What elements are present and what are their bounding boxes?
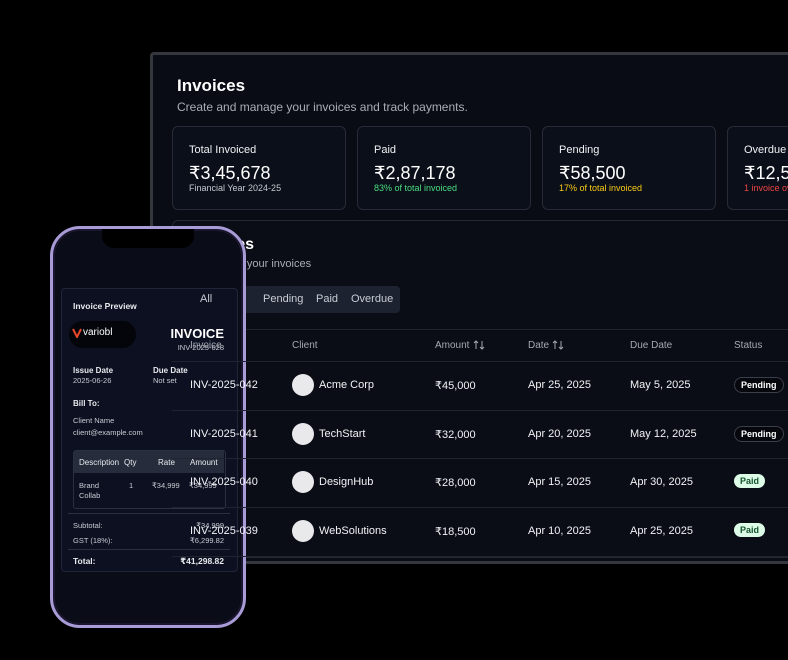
card-note: 83% of total invoiced	[374, 183, 458, 193]
date: Apr 10, 2025	[528, 525, 591, 538]
page-subtitle: Create and manage your invoices and trac…	[177, 100, 468, 114]
card-value: ₹12,50	[744, 163, 788, 183]
invoice-heading: INVOICE	[170, 326, 224, 341]
item-rate: ₹34,999	[152, 481, 180, 490]
card-label: Overdue	[744, 144, 787, 156]
client-avatar	[292, 520, 314, 543]
client-email: client@example.com	[73, 428, 143, 437]
date: Apr 15, 2025	[528, 476, 591, 489]
status-badge: Paid	[734, 523, 766, 538]
tab[interactable]: Overdue	[351, 293, 394, 305]
total-label: Total:	[73, 556, 96, 566]
tab[interactable]: All	[200, 293, 213, 305]
status-badge: Pending	[734, 425, 784, 442]
client-name: DesignHub	[319, 476, 374, 489]
client-name: WebSolutions	[319, 525, 387, 538]
invoice-id: INV-2025-040	[190, 476, 258, 489]
status-badge: Paid	[734, 474, 766, 489]
summary-card: Overdue ₹12,501 invoice ov	[727, 126, 788, 210]
line-items-table	[73, 450, 226, 509]
issue-date: 2025-06-26	[73, 376, 112, 385]
card-note: 1 invoice ov	[744, 183, 788, 193]
column-header: Amount	[435, 340, 470, 351]
divider	[172, 361, 788, 362]
item-qty: 1	[129, 481, 134, 490]
summary-card: Total Invoiced ₹3,45,678 Financial Year 20…	[172, 126, 346, 210]
card-label: Pending	[559, 144, 600, 156]
preview-title: Invoice Preview	[73, 301, 137, 311]
column-header: Status	[734, 340, 763, 351]
client-name: TechStart	[319, 427, 366, 440]
logo-pill	[69, 321, 136, 348]
gst: ₹6,299.82	[190, 536, 224, 545]
date: Apr 25, 2025	[528, 379, 591, 391]
due-date: Apr 25, 2025	[630, 525, 693, 538]
page-title: Invoices	[177, 76, 246, 95]
bill-to-label: Bill To:	[73, 399, 100, 408]
total: ₹41,298.82	[180, 556, 224, 566]
subtotal: ₹34,999	[196, 521, 224, 530]
item-description: Brand Collab	[79, 481, 101, 500]
due-date: Not set	[153, 376, 177, 385]
status-badge: Pending	[734, 377, 784, 393]
date: Apr 20, 2025	[528, 427, 591, 440]
col-description: Description	[79, 458, 120, 467]
due-date-label: Due Date	[153, 366, 188, 375]
due-date: May 5, 2025	[630, 379, 691, 391]
divider	[172, 409, 788, 411]
gst-label: GST (18%):	[73, 536, 113, 545]
logo-text: variobl	[83, 327, 113, 338]
subtotal-label: Subtotal:	[73, 521, 103, 530]
col-amount: Amount	[190, 458, 218, 467]
invoice-number: INV-2025-628	[177, 343, 224, 352]
divider	[172, 556, 788, 557]
item-amount: ₹34,999	[189, 481, 217, 490]
column-header: Invoice	[190, 340, 222, 351]
amount: ₹45,000	[435, 380, 476, 392]
card-value: ₹2,87,178	[374, 163, 456, 183]
amount: ₹32,000	[435, 428, 476, 441]
invoice-id: INV-2025-039	[190, 525, 258, 538]
card-note: Financial Year 2024-25	[189, 183, 282, 193]
client-name: Client Name	[73, 416, 115, 425]
tab[interactable]: Paid	[316, 293, 339, 305]
card-label: Paid	[374, 144, 397, 156]
divider	[68, 513, 230, 514]
col-qty: Qty	[124, 458, 137, 467]
client-avatar	[292, 471, 314, 494]
sort-icon[interactable]	[473, 339, 485, 351]
column-header: Client	[292, 340, 318, 351]
line-items-header	[74, 451, 224, 473]
sort-icon[interactable]	[552, 339, 564, 351]
col-rate: Rate	[158, 458, 175, 467]
invoice-id: INV-2025-042	[190, 379, 258, 391]
due-date: Apr 30, 2025	[630, 476, 693, 489]
divider	[172, 458, 788, 460]
due-date: May 12, 2025	[630, 427, 697, 440]
column-header: Due Date	[630, 340, 673, 351]
issue-date-label: Issue Date	[73, 366, 114, 375]
divider	[172, 507, 788, 509]
client-name: Acme Corp	[319, 379, 375, 391]
summary-card: Pending ₹58,500 17% of total invoiced	[542, 126, 716, 210]
invoice-list-panel	[172, 220, 788, 558]
amount: ₹28,000	[435, 477, 476, 490]
card-label: Total Invoiced	[189, 144, 257, 156]
tab[interactable]: Pending	[263, 293, 304, 305]
summary-card: Paid ₹2,87,178 83% of total invoiced	[357, 126, 531, 210]
card-value: ₹58,500	[559, 163, 626, 183]
client-avatar	[292, 374, 314, 396]
client-avatar	[292, 422, 314, 445]
invoice-id: INV-2025-041	[190, 427, 258, 440]
divider	[172, 329, 788, 330]
amount: ₹18,500	[435, 526, 476, 539]
logo-mark	[72, 328, 82, 338]
divider	[68, 549, 230, 550]
card-note: 17% of total invoiced	[559, 183, 643, 193]
card-value: ₹3,45,678	[189, 163, 271, 183]
phone-notch	[102, 229, 194, 248]
column-header: Date	[528, 340, 550, 351]
